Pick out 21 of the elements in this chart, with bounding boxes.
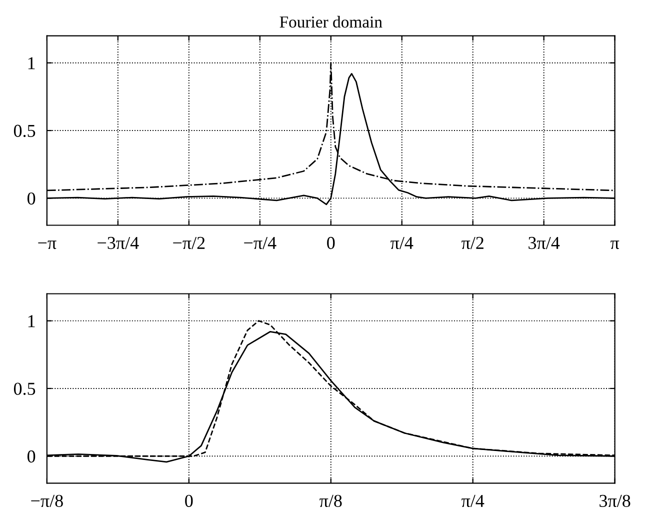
y-tick-label: 0.5: [14, 124, 36, 138]
x-tick-label: 3π/8: [600, 494, 630, 508]
chart-title: Fourier domain: [280, 16, 382, 28]
x-tick-label: −π/4: [244, 236, 276, 250]
x-tick-label: π/4: [390, 236, 414, 250]
y-tick-label: 0: [27, 450, 36, 463]
x-tick-label: π/8: [320, 494, 342, 508]
x-tick-label: 0: [327, 236, 335, 250]
x-tick-label: −π/8: [31, 494, 63, 508]
y-tick-label: 0.5: [14, 382, 36, 395]
x-tick-label: π/2: [462, 236, 484, 250]
y-tick-label: 0: [27, 192, 36, 205]
y-tick-label: 1: [28, 315, 35, 328]
x-tick-label: −3π/4: [98, 236, 139, 250]
x-tick-label: π: [610, 240, 620, 250]
x-tick-label: 3π/4: [528, 236, 560, 250]
x-tick-label: −π: [38, 240, 56, 250]
x-tick-label: −π/2: [173, 236, 205, 250]
x-tick-label: π/4: [462, 494, 484, 508]
y-tick-label: 1: [28, 57, 35, 70]
x-tick-label: 0: [185, 494, 193, 508]
